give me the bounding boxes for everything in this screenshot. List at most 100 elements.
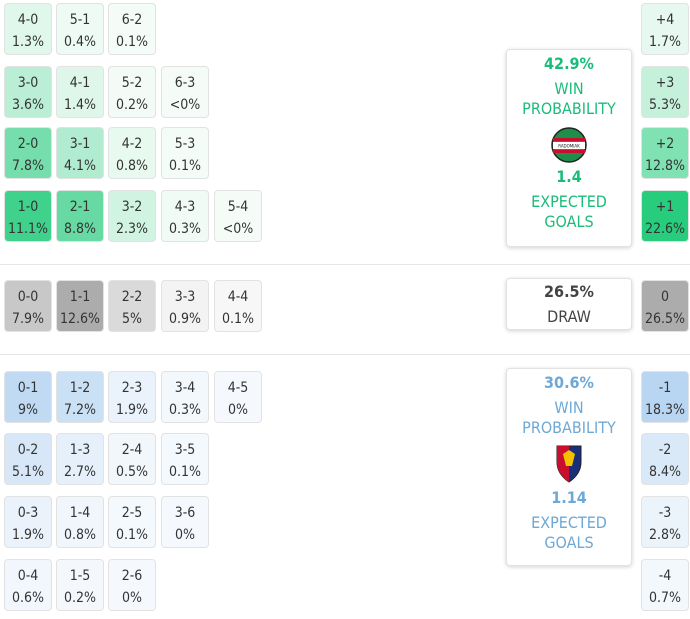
scoreline-probability: 0% xyxy=(175,527,195,543)
scoreline-probability: <0% xyxy=(222,221,254,237)
goal-margin-label: +1 xyxy=(655,199,675,215)
scoreline-probability: 0.1% xyxy=(169,464,201,480)
away-scoreline-cell: 2-5 0.1% xyxy=(108,496,156,548)
scoreline-probability: 0.1% xyxy=(169,158,201,174)
draw-summary-panel: 26.5% DRAW xyxy=(506,278,632,330)
scoreline-probability: 0.9% xyxy=(169,311,201,327)
goal-margin-label: 0 xyxy=(660,289,669,305)
home-scoreline-cell: 4-3 0.3% xyxy=(161,190,209,242)
scoreline-probability: 0.1% xyxy=(116,34,148,50)
goal-margin-probability: 1.7% xyxy=(649,34,681,50)
home-scoreline-cell: 2-0 7.8% xyxy=(4,127,52,179)
goal-margin-cell: +2 12.8% xyxy=(641,127,689,179)
scoreline-label: 0-1 xyxy=(17,380,39,396)
home-expected-goals: 1.4 xyxy=(556,167,582,186)
home-scoreline-cell: 3-2 2.3% xyxy=(108,190,156,242)
draw-scoreline-cell: 0-0 7.9% xyxy=(4,280,52,332)
scoreline-label: 0-2 xyxy=(17,442,39,458)
goal-margin-label: +4 xyxy=(655,12,675,28)
goal-margin-probability: 2.8% xyxy=(649,527,681,543)
home-xg-label-2: GOALS xyxy=(544,212,594,231)
scoreline-label: 4-0 xyxy=(17,12,39,28)
home-scoreline-cell: 3-0 3.6% xyxy=(4,66,52,118)
scoreline-label: 3-3 xyxy=(174,289,196,305)
away-expected-goals: 1.14 xyxy=(551,488,587,507)
scoreline-probability: 0.8% xyxy=(116,158,148,174)
goal-margin-probability: 22.6% xyxy=(644,221,685,237)
scoreline-label: 3-2 xyxy=(121,199,143,215)
goal-margin-cell: 0 26.5% xyxy=(641,280,689,332)
scoreline-label: 1-4 xyxy=(69,505,91,521)
home-scoreline-cell: 4-0 1.3% xyxy=(4,3,52,55)
away-xg-label-1: EXPECTED xyxy=(531,513,607,532)
draw-scoreline-cell: 4-4 0.1% xyxy=(214,280,262,332)
scoreline-label: 1-2 xyxy=(69,380,91,396)
goal-margin-probability: 0.7% xyxy=(649,590,681,606)
away-scoreline-cell: 1-2 7.2% xyxy=(56,371,104,423)
home-crest-text: RADOMIAK xyxy=(558,144,580,149)
scoreline-probability: 0% xyxy=(122,590,142,606)
scoreline-probability: 7.8% xyxy=(12,158,44,174)
divider-draw-away xyxy=(0,354,690,355)
scoreline-probability: 0% xyxy=(228,402,248,418)
home-scoreline-cell: 2-1 8.8% xyxy=(56,190,104,242)
home-summary-panel: 42.9% WIN PROBABILITY RADOMIAK 1.4 EXPEC… xyxy=(506,49,632,247)
scoreline-probability: 12.6% xyxy=(59,311,100,327)
scoreline-label: 4-3 xyxy=(174,199,196,215)
scoreline-label: 0-0 xyxy=(17,289,39,305)
scoreline-probability: 2.7% xyxy=(64,464,96,480)
goal-margin-probability: 18.3% xyxy=(644,402,685,418)
away-win-probability: 30.6% xyxy=(544,373,594,392)
scoreline-probability: 3.6% xyxy=(12,97,44,113)
draw-scoreline-cell: 1-1 12.6% xyxy=(56,280,104,332)
home-win-label-1: WIN xyxy=(554,79,584,98)
scoreline-probability: 1.9% xyxy=(12,527,44,543)
away-scoreline-cell: 1-5 0.2% xyxy=(56,559,104,611)
goal-margin-cell: -1 18.3% xyxy=(641,371,689,423)
goal-margin-cell: -4 0.7% xyxy=(641,559,689,611)
scoreline-label: 1-1 xyxy=(69,289,91,305)
scoreline-label: 3-6 xyxy=(174,505,196,521)
scoreline-probability: 0.3% xyxy=(169,221,201,237)
home-scoreline-cell: 6-2 0.1% xyxy=(108,3,156,55)
scoreline-probability: 0.2% xyxy=(64,590,96,606)
home-scoreline-cell: 5-2 0.2% xyxy=(108,66,156,118)
away-scoreline-cell: 1-3 2.7% xyxy=(56,433,104,485)
scoreline-probability: 7.9% xyxy=(12,311,44,327)
away-scoreline-cell: 0-1 9% xyxy=(4,371,52,423)
scoreline-label: 3-0 xyxy=(17,75,39,91)
scoreline-label: 1-0 xyxy=(17,199,39,215)
home-scoreline-cell: 3-1 4.1% xyxy=(56,127,104,179)
home-scoreline-cell: 4-2 0.8% xyxy=(108,127,156,179)
scoreline-label: 3-5 xyxy=(174,442,196,458)
home-scoreline-cell: 1-0 11.1% xyxy=(4,190,52,242)
scoreline-label: 5-2 xyxy=(121,75,143,91)
home-win-label-2: PROBABILITY xyxy=(522,99,616,118)
scoreline-probability: 8.8% xyxy=(64,221,96,237)
scoreline-label: 4-2 xyxy=(121,136,143,152)
away-summary-panel: 30.6% WIN PROBABILITY 1.14 EXPECTED GOAL… xyxy=(506,368,632,566)
away-scoreline-cell: 0-3 1.9% xyxy=(4,496,52,548)
away-scoreline-cell: 2-6 0% xyxy=(108,559,156,611)
away-scoreline-cell: 2-3 1.9% xyxy=(108,371,156,423)
goal-margin-label: -1 xyxy=(658,380,672,396)
scoreline-probability: 1.3% xyxy=(12,34,44,50)
goal-margin-probability: 8.4% xyxy=(649,464,681,480)
scoreline-label: 3-4 xyxy=(174,380,196,396)
away-scoreline-cell: 0-2 5.1% xyxy=(4,433,52,485)
scoreline-probability: 4.1% xyxy=(64,158,96,174)
scoreline-label: 4-5 xyxy=(227,380,249,396)
goal-margin-label: -2 xyxy=(658,442,672,458)
away-win-label-2: PROBABILITY xyxy=(522,418,616,437)
away-scoreline-cell: 4-5 0% xyxy=(214,371,262,423)
home-scoreline-cell: 4-1 1.4% xyxy=(56,66,104,118)
draw-probability: 26.5% xyxy=(544,282,594,301)
scoreline-probability: 0.4% xyxy=(64,34,96,50)
scoreline-label: 1-5 xyxy=(69,568,91,584)
scoreline-label: 2-1 xyxy=(69,199,91,215)
scoreline-probability: 2.3% xyxy=(116,221,148,237)
away-scoreline-cell: 3-6 0% xyxy=(161,496,209,548)
draw-label: DRAW xyxy=(547,307,591,326)
scoreline-label: 1-3 xyxy=(69,442,91,458)
scoreline-probability: <0% xyxy=(169,97,201,113)
